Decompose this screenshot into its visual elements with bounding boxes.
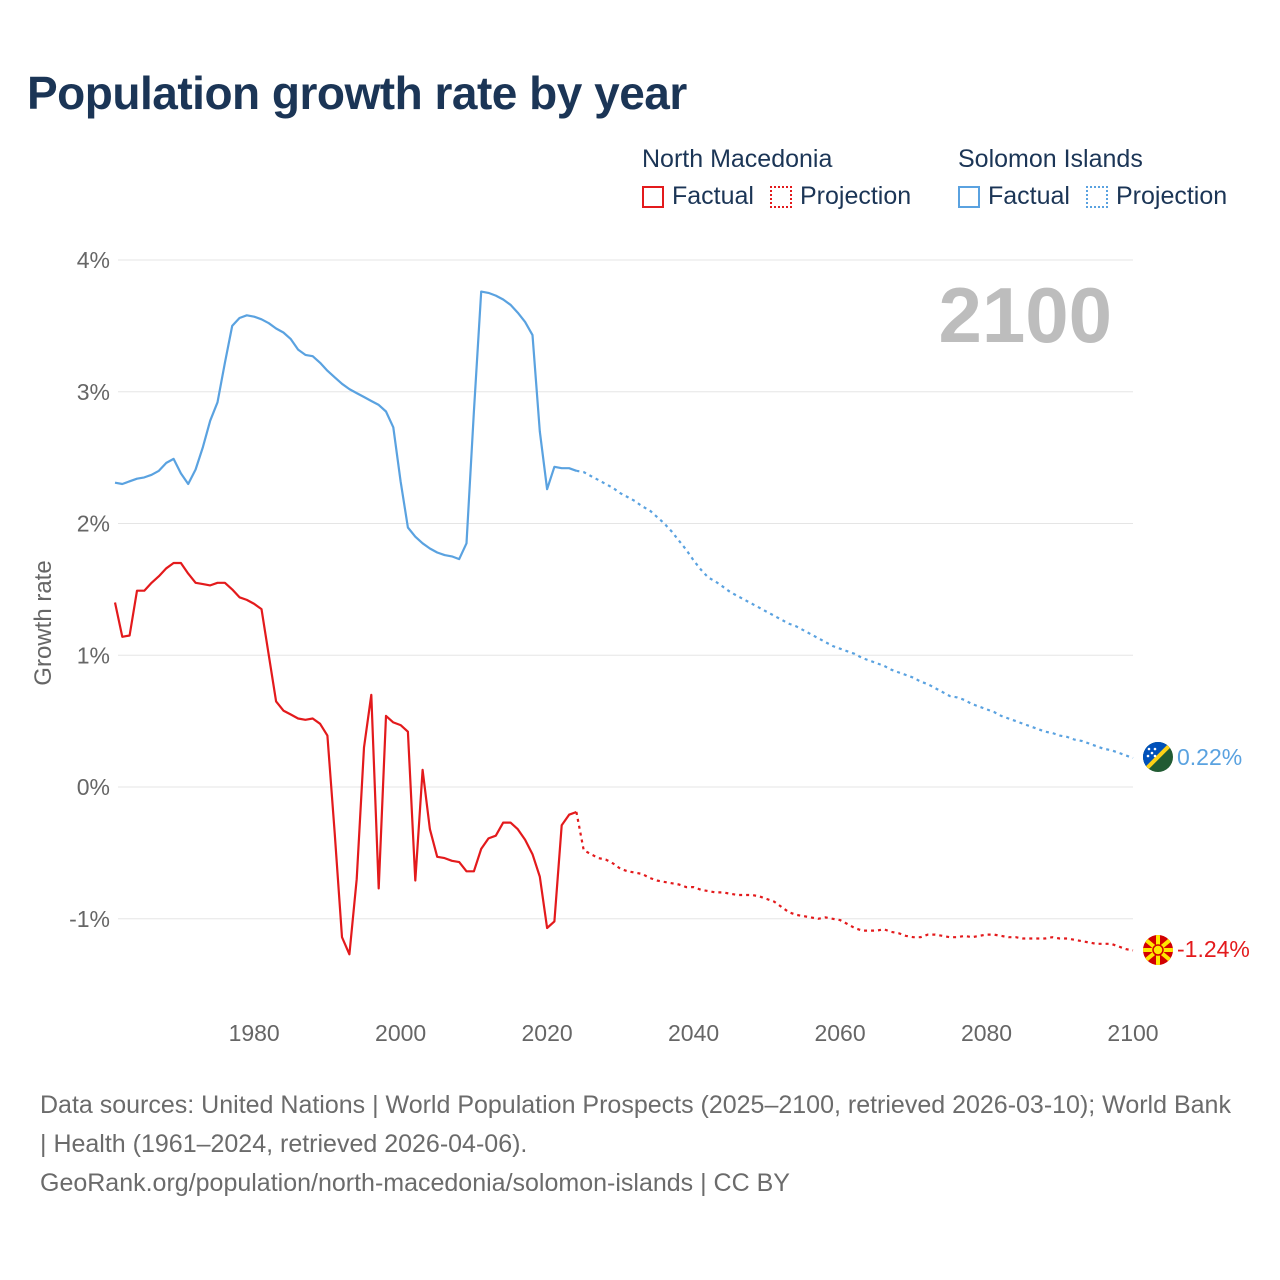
- y-tick-label: 2%: [77, 511, 110, 537]
- north-macedonia-end-value: -1.24%: [1177, 936, 1250, 962]
- y-axis-ticks: 4% 3% 2% 1% 0% -1%: [69, 247, 110, 932]
- legend-item-solomon-islands-projection[interactable]: Projection: [1085, 182, 1228, 211]
- x-axis-ticks: 1980 2000 2020 2040 2060 2080 2100: [229, 1020, 1159, 1046]
- north-macedonia-factual-line: [113, 561, 577, 956]
- solomon-islands-projection-line: [576, 469, 1134, 760]
- x-tick-label: 2060: [814, 1020, 865, 1046]
- x-tick-label: 2020: [522, 1020, 573, 1046]
- y-tick-label: 3%: [77, 379, 110, 405]
- factual-swatch: [958, 185, 980, 208]
- solomon-islands-end-value: 0.22%: [1177, 744, 1242, 770]
- chart-title: Population growth rate by year: [27, 67, 687, 119]
- year-watermark: 2100: [938, 271, 1112, 359]
- y-tick-label: -1%: [69, 906, 110, 932]
- projection-swatch: [1085, 185, 1108, 208]
- legend-item-label: Projection: [1115, 182, 1228, 210]
- north-macedonia-flag-icon: [1143, 935, 1173, 965]
- legend-item-solomon-islands-factual[interactable]: Factual: [958, 182, 1070, 211]
- projection-swatch: [769, 185, 792, 208]
- solomon-islands-flag-icon: [1143, 742, 1173, 772]
- x-tick-label: 2040: [668, 1020, 719, 1046]
- x-tick-label: 2080: [961, 1020, 1012, 1046]
- y-tick-label: 0%: [77, 774, 110, 800]
- legend-item-north-macedonia-projection[interactable]: Projection: [769, 182, 912, 211]
- x-tick-label: 2000: [375, 1020, 426, 1046]
- legend-solomon-islands: Solomon Islands Factual Projection: [958, 142, 1227, 211]
- y-tick-label: 1%: [77, 642, 110, 668]
- factual-swatch: [642, 185, 664, 208]
- y-tick-label: 4%: [77, 247, 110, 273]
- legend-north-macedonia: North Macedonia Factual Projection: [642, 142, 927, 211]
- credit-line: GeoRank.org/population/north-macedonia/s…: [40, 1169, 790, 1197]
- legend-item-north-macedonia-factual[interactable]: Factual: [642, 182, 754, 211]
- y-axis-label: Growth rate: [30, 560, 57, 685]
- north-macedonia-projection-line: [575, 811, 1134, 952]
- legend-item-label: Projection: [799, 182, 912, 210]
- solomon-islands-factual-line: [114, 290, 577, 561]
- growth-rate-chart: 4% 3% 2% 1% 0% -1% 1980 2000 2020 2040 2060 2080 21…: [30, 247, 1250, 1046]
- x-tick-label: 1980: [229, 1020, 280, 1046]
- legend-item-label: Factual: [672, 182, 754, 210]
- gridlines: [118, 259, 1133, 920]
- series-lines: [113, 290, 1134, 956]
- footer: Data sources: United Nations | World Pop…: [40, 1086, 1240, 1203]
- legend-country-label: Solomon Islands: [958, 145, 1143, 173]
- legend-item-label: Factual: [988, 182, 1070, 210]
- legend-country-label: North Macedonia: [642, 145, 833, 173]
- data-sources: Data sources: United Nations | World Pop…: [40, 1091, 1231, 1158]
- x-tick-label: 2100: [1107, 1020, 1158, 1046]
